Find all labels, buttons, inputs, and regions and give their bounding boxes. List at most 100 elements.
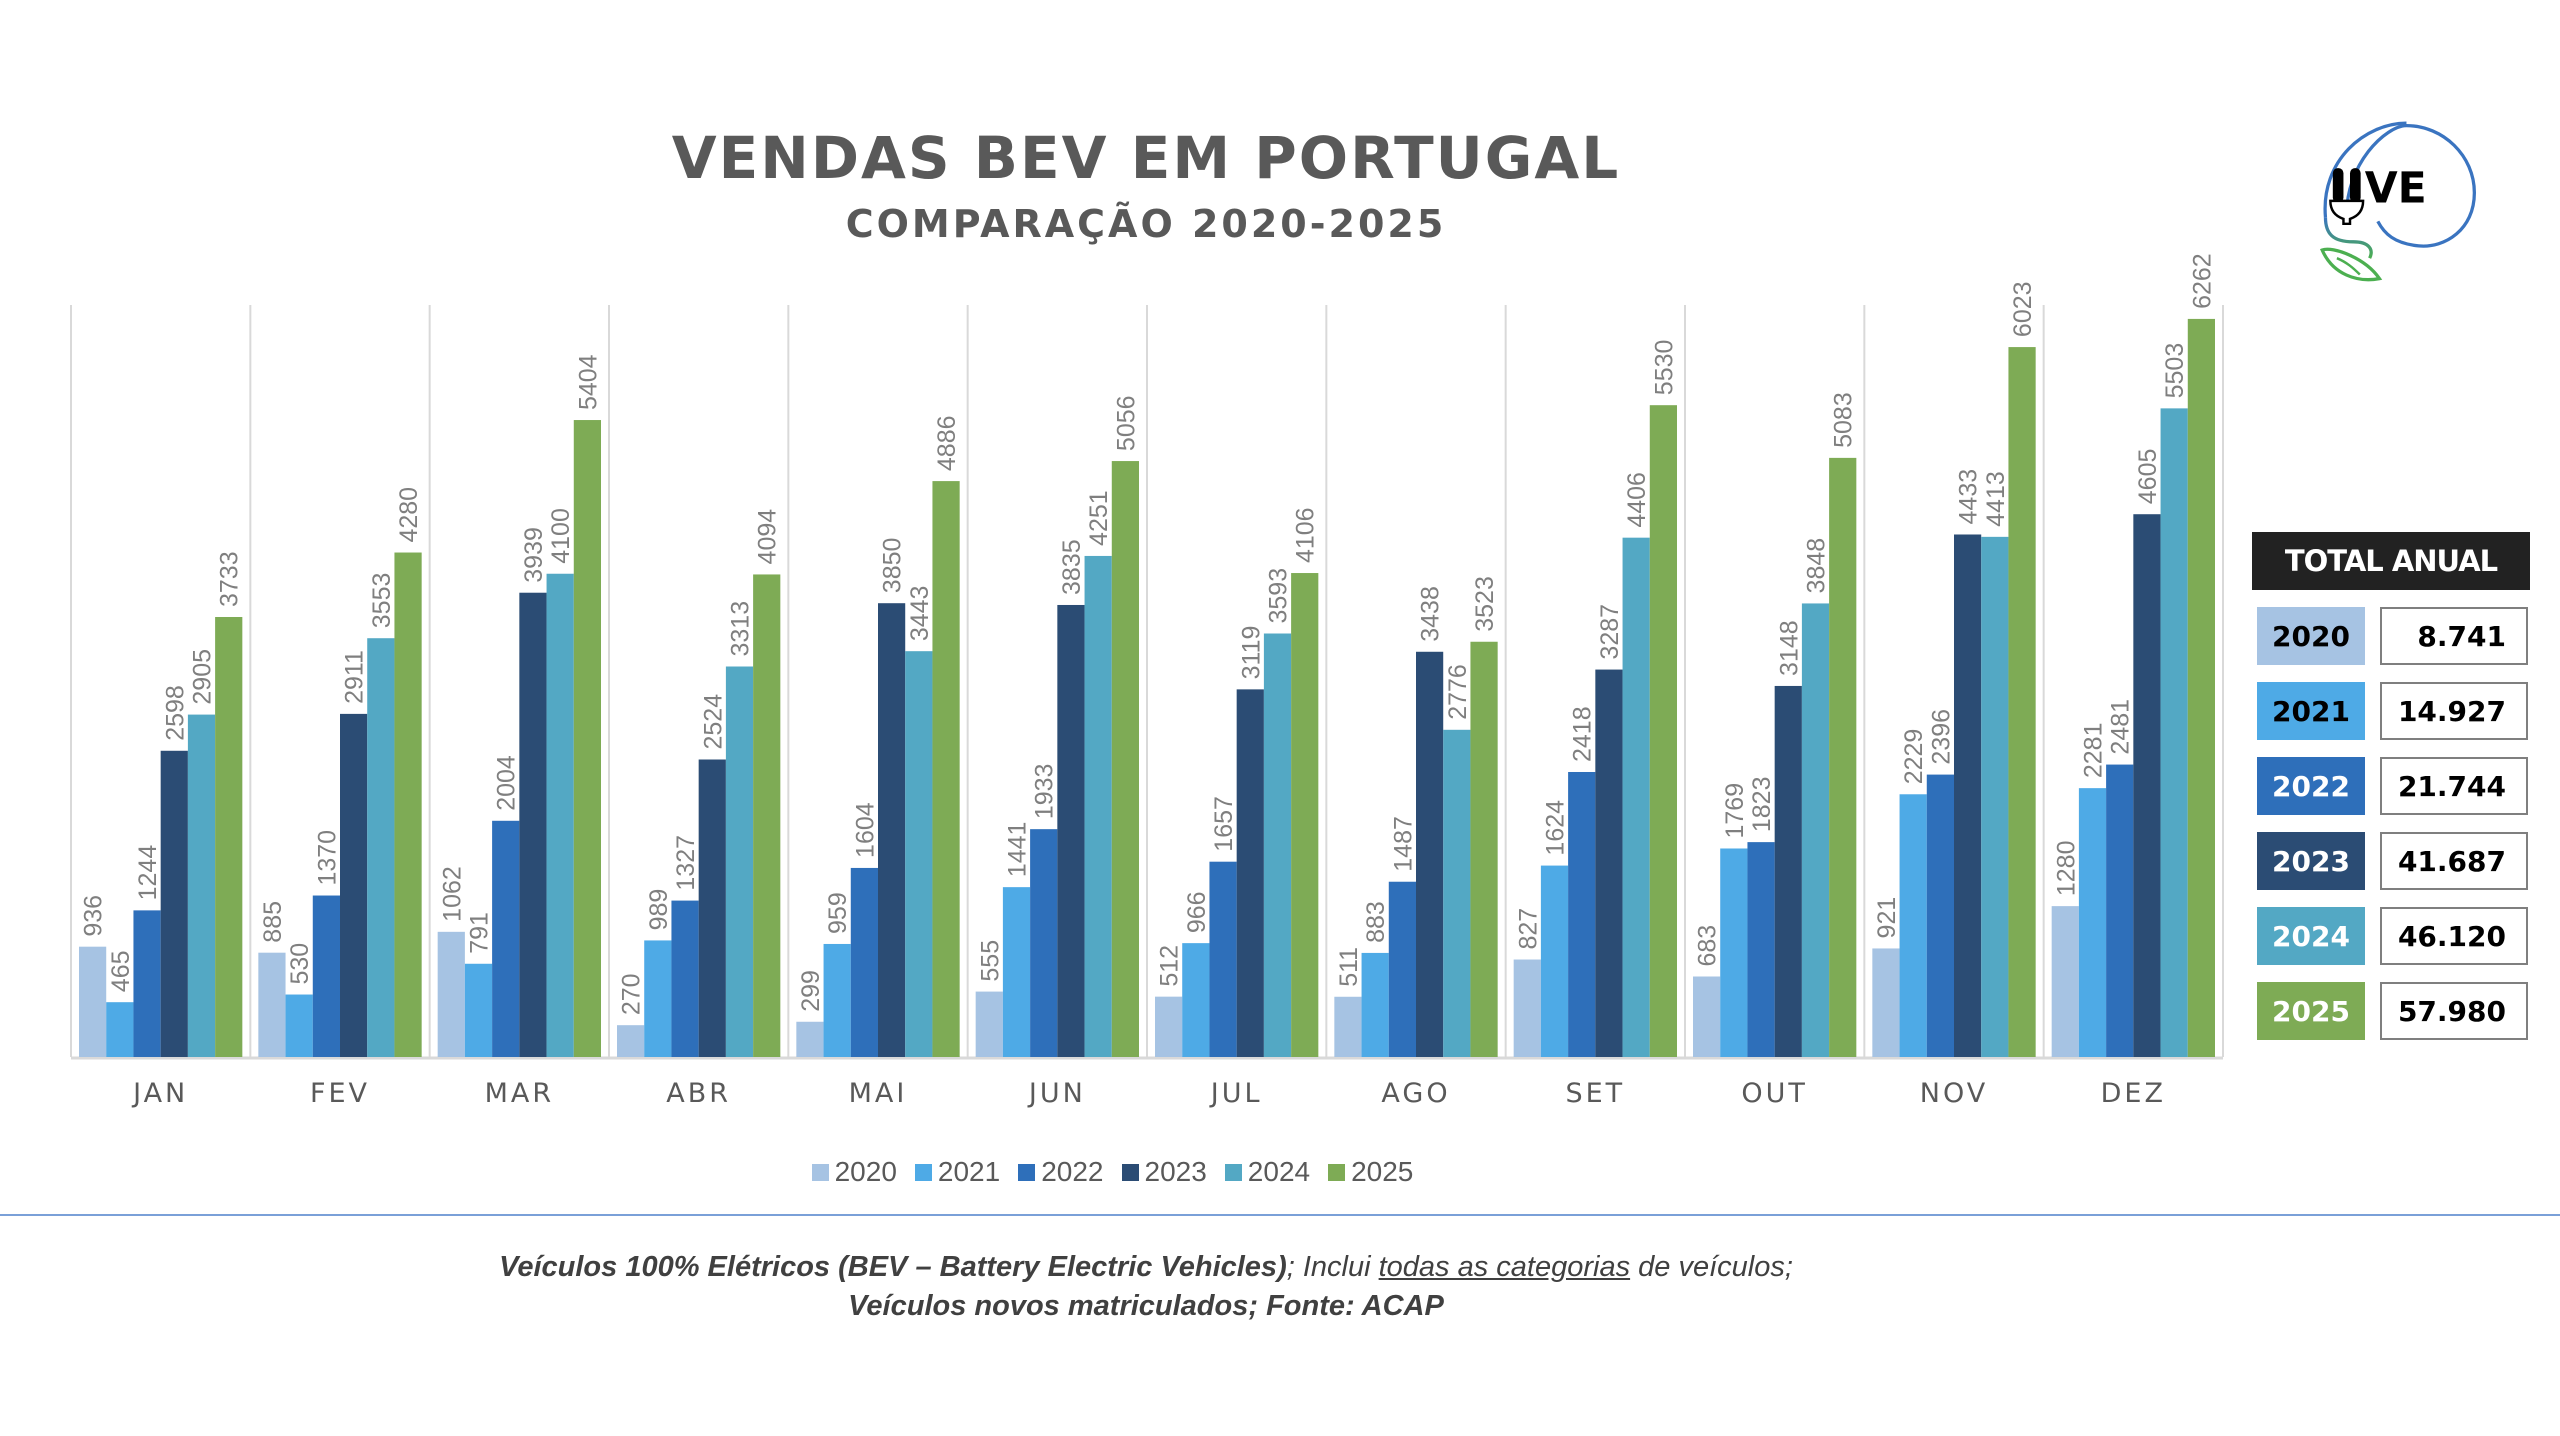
bar-2020-set — [1513, 959, 1541, 1057]
bar-2020-out — [1693, 976, 1721, 1057]
x-tick-label: FEV — [310, 1078, 370, 1109]
bar-2021-abr — [644, 940, 672, 1057]
totals-value: 41.687 — [2380, 832, 2528, 890]
bar-2024-jun — [1084, 555, 1112, 1057]
data-label: 827 — [1514, 908, 1542, 950]
legend-swatch — [1224, 1163, 1242, 1181]
data-label: 5503 — [2161, 343, 2189, 399]
footnote-line-1: Veículos 100% Elétricos (BEV – Battery E… — [0, 1248, 2292, 1287]
bar-2021-ago — [1361, 952, 1389, 1057]
data-label: 2524 — [699, 694, 727, 750]
data-label: 511 — [1335, 947, 1363, 987]
data-label: 2905 — [189, 649, 217, 705]
data-label: 1370 — [313, 830, 341, 886]
bar-2022-ago — [1388, 881, 1416, 1057]
data-label: 2598 — [161, 685, 189, 741]
bar-2020-abr — [617, 1025, 645, 1057]
data-label: 936 — [80, 895, 108, 937]
bar-2023-nov — [1954, 534, 1982, 1057]
x-tick-label: MAR — [485, 1078, 555, 1109]
totals-row-2021: 2021 14.927 — [2252, 682, 2530, 740]
x-tick-label: AGO — [1381, 1078, 1450, 1109]
legend-label: 2021 — [937, 1156, 1001, 1187]
bar-2024-out — [1801, 603, 1830, 1057]
data-label: 4094 — [754, 509, 782, 565]
bar-2025-set — [1649, 405, 1677, 1057]
bar-2021-jul — [1182, 943, 1210, 1057]
data-label: 3733 — [216, 551, 244, 607]
data-label: 4886 — [933, 415, 961, 471]
data-label: 3850 — [879, 538, 907, 594]
legend-swatch — [811, 1163, 829, 1181]
legend-swatch — [1018, 1163, 1036, 1181]
data-label: 885 — [259, 901, 287, 943]
bar-2023-ago — [1416, 651, 1444, 1057]
data-label: 2418 — [1569, 706, 1597, 762]
legend-label: 2020 — [834, 1156, 897, 1187]
data-label: 1769 — [1721, 783, 1749, 839]
totals-value: 8.741 — [2380, 607, 2528, 665]
data-label: 5530 — [1650, 340, 1678, 396]
bar-2022-fev — [312, 895, 340, 1057]
bar-2020-fev — [258, 952, 286, 1057]
data-label: 1823 — [1748, 777, 1776, 833]
bar-2023-jan — [160, 750, 188, 1057]
legend-swatch — [1328, 1163, 1346, 1181]
bar-2025-jan — [215, 616, 243, 1057]
data-label: 3438 — [1417, 586, 1445, 642]
data-label: 1487 — [1389, 816, 1417, 872]
bar-2025-abr — [753, 574, 781, 1057]
bar-2021-mai — [823, 943, 851, 1057]
data-label: 299 — [797, 970, 825, 1012]
data-label: 2911 — [341, 650, 369, 704]
data-label: 959 — [824, 892, 852, 934]
bar-2024-nov — [1981, 536, 2009, 1057]
x-tick-label: MAI — [849, 1078, 908, 1109]
bar-2023-jul — [1236, 689, 1264, 1057]
totals-header: TOTAL ANUAL — [2252, 532, 2530, 590]
legend-item-2023: 2023 — [1121, 1156, 1207, 1188]
legend-item-2022: 2022 — [1018, 1156, 1104, 1188]
x-tick-label: NOV — [1920, 1078, 1988, 1109]
bar-2024-mar — [546, 573, 574, 1057]
data-label: 4106 — [1292, 507, 1320, 563]
data-label: 5404 — [574, 354, 602, 410]
bar-2023-abr — [698, 759, 726, 1057]
bar-2024-jan — [187, 714, 216, 1057]
bar-2020-dez — [2051, 906, 2079, 1057]
bar-2025-out — [1829, 457, 1857, 1057]
data-label: 921 — [1873, 897, 1901, 939]
data-label: 4413 — [1982, 471, 2010, 527]
data-label: 5056 — [1112, 395, 1140, 451]
bar-2025-nov — [2008, 347, 2036, 1058]
bar-2024-jul — [1263, 633, 1292, 1057]
legend-swatch — [1121, 1163, 1139, 1181]
data-label: 6262 — [2188, 253, 2216, 309]
data-label: 2481 — [2107, 699, 2135, 755]
bar-2022-jun — [1030, 829, 1058, 1057]
bar-2022-out — [1747, 842, 1775, 1057]
data-label: 465 — [107, 950, 135, 992]
bar-2024-abr — [725, 666, 754, 1057]
footnote-line-2: Veículos novos matriculados; Fonte: ACAP — [0, 1287, 2292, 1326]
bar-2022-nov — [1926, 774, 1954, 1057]
bar-2021-jan — [106, 1002, 134, 1057]
data-label: 1657 — [1210, 796, 1238, 852]
bar-2024-ago — [1443, 729, 1471, 1057]
data-label: 3848 — [1803, 538, 1831, 594]
bar-2025-fev — [394, 552, 422, 1057]
bar-2024-mai — [905, 651, 933, 1057]
data-label: 966 — [1183, 891, 1211, 933]
bar-2021-out — [1720, 848, 1748, 1057]
bar-2021-nov — [1899, 794, 1927, 1057]
x-tick-label: JUN — [1027, 1078, 1086, 1109]
bar-2023-dez — [2133, 514, 2161, 1057]
totals-row-2024: 2024 46.120 — [2252, 907, 2530, 965]
chart-subtitle: COMPARAÇÃO 2020-2025 — [845, 202, 1447, 246]
data-label: 883 — [1362, 901, 1390, 943]
bar-2025-mai — [932, 481, 960, 1057]
totals-year-badge: 2024 — [2257, 907, 2365, 965]
x-tick-label: OUT — [1741, 1078, 1808, 1109]
data-label: 2229 — [1900, 729, 1928, 785]
